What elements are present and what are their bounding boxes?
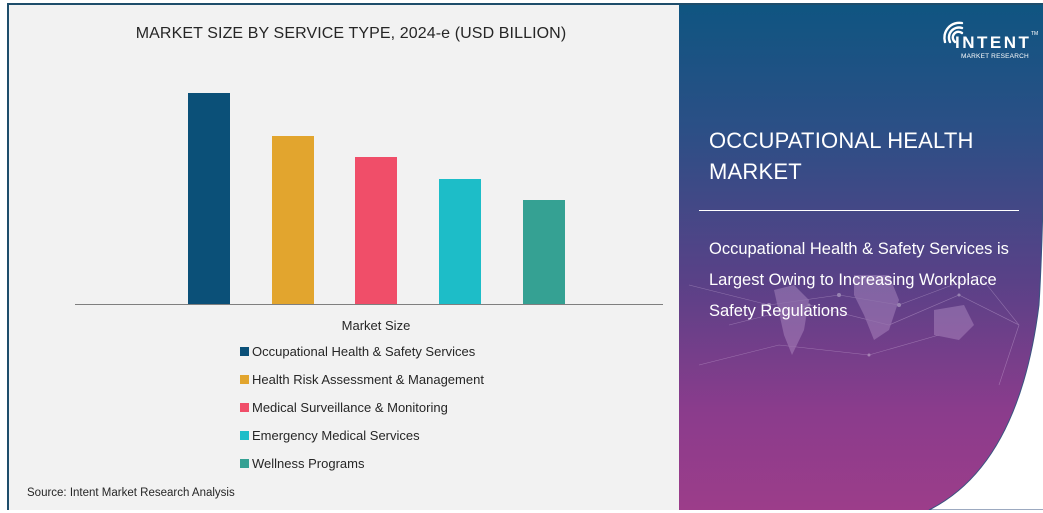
legend-item: Medical Surveillance & Monitoring	[240, 394, 484, 422]
bar-emergency-medical-services	[439, 179, 481, 305]
bar-wellness-programs	[523, 200, 565, 305]
chart-title: MARKET SIZE BY SERVICE TYPE, 2024-e (USD…	[135, 25, 567, 42]
side-panel: INTENT TM MARKET RESEARCH OCCUPATIONAL H…	[679, 5, 1043, 510]
plot-area	[75, 65, 663, 305]
legend-label: Medical Surveillance & Monitoring	[252, 399, 448, 415]
bar-health-risk-assessment-management	[272, 136, 314, 305]
chart-area: MARKET SIZE BY SERVICE TYPE, 2024-e (USD…	[9, 5, 679, 510]
legend-swatch	[240, 347, 249, 357]
legend: Occupational Health & Safety Services Hea…	[240, 338, 484, 477]
panel-divider	[699, 210, 1019, 211]
x-axis-label: Market Size	[341, 318, 411, 333]
panel-title: OCCUPATIONAL HEALTH MARKET	[709, 128, 974, 184]
legend-item: Occupational Health & Safety Services	[240, 338, 484, 366]
x-axis-line	[75, 304, 663, 305]
bar-occupational-health-safety-services	[188, 93, 230, 305]
logo-name: INTENT	[955, 33, 1032, 52]
bar-medical-surveillance-monitoring	[355, 157, 397, 305]
legend-swatch	[240, 375, 249, 385]
source-note: Source: Intent Market Research Analysis	[27, 487, 235, 499]
legend-item: Emergency Medical Services	[240, 421, 484, 449]
logo-trademark: TM	[1031, 31, 1039, 37]
intent-logo: INTENT TM MARKET RESEARCH	[937, 13, 1039, 63]
panel-description: Occupational Health & Safety Services is…	[709, 240, 1009, 320]
legend-label: Wellness Programs	[252, 455, 365, 471]
legend-item: Wellness Programs	[240, 449, 484, 477]
legend-label: Occupational Health & Safety Services	[252, 344, 476, 360]
infographic-frame: MARKET SIZE BY SERVICE TYPE, 2024-e (USD…	[7, 3, 1043, 510]
legend-label: Emergency Medical Services	[252, 427, 420, 443]
logo-subtitle: MARKET RESEARCH	[961, 53, 1029, 60]
signal-waves-icon	[943, 21, 964, 44]
legend-label: Health Risk Assessment & Management	[252, 372, 484, 388]
legend-item: Health Risk Assessment & Management	[240, 366, 484, 394]
legend-swatch	[240, 458, 249, 468]
legend-swatch	[240, 402, 249, 412]
legend-swatch	[240, 430, 249, 440]
